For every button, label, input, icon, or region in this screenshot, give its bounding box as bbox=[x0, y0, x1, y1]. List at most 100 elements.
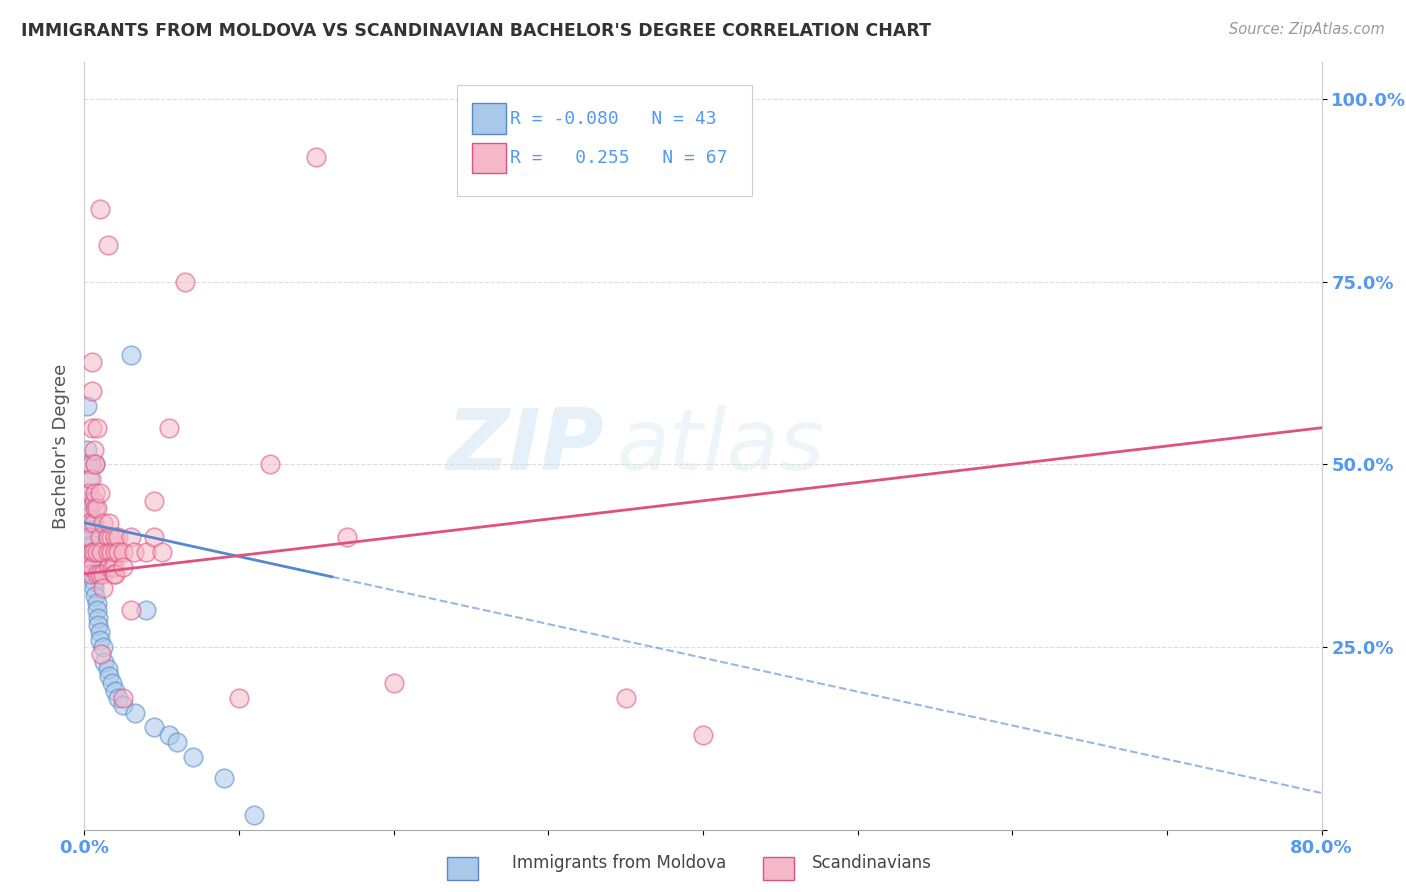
Point bbox=[76, 399, 98, 413]
Point bbox=[305, 150, 328, 164]
Point bbox=[91, 516, 114, 530]
Point bbox=[228, 691, 250, 706]
Point bbox=[82, 559, 104, 574]
Text: R = -0.080   N = 43: R = -0.080 N = 43 bbox=[510, 110, 717, 128]
Point bbox=[76, 457, 98, 471]
Point bbox=[83, 582, 105, 596]
Point bbox=[77, 516, 100, 530]
Point bbox=[77, 486, 100, 500]
Point bbox=[79, 472, 101, 486]
Point bbox=[124, 706, 146, 720]
Point bbox=[79, 523, 101, 537]
Point bbox=[120, 348, 142, 362]
Point bbox=[112, 545, 135, 559]
Point bbox=[98, 669, 121, 683]
Point bbox=[79, 516, 101, 530]
Text: Scandinavians: Scandinavians bbox=[811, 855, 932, 872]
Point bbox=[166, 735, 188, 749]
Point bbox=[692, 728, 714, 742]
Point bbox=[82, 384, 104, 399]
Point bbox=[79, 508, 101, 523]
Point bbox=[101, 676, 124, 690]
Point bbox=[96, 545, 118, 559]
Point bbox=[243, 808, 266, 822]
Point bbox=[86, 501, 108, 516]
Point bbox=[93, 655, 115, 669]
Point bbox=[82, 545, 104, 559]
Point bbox=[86, 545, 108, 559]
Text: R =   0.255   N = 67: R = 0.255 N = 67 bbox=[510, 149, 728, 167]
Point bbox=[120, 603, 142, 617]
Point bbox=[79, 566, 101, 581]
Point bbox=[120, 530, 142, 544]
Point bbox=[98, 559, 121, 574]
Point bbox=[83, 566, 105, 581]
Point bbox=[82, 545, 104, 559]
Point bbox=[90, 647, 112, 661]
Point bbox=[79, 552, 101, 566]
Point bbox=[77, 530, 100, 544]
Point bbox=[87, 610, 110, 624]
Point bbox=[86, 596, 108, 610]
Point bbox=[86, 566, 108, 581]
Point bbox=[107, 545, 129, 559]
Point bbox=[79, 457, 101, 471]
Point bbox=[84, 457, 107, 471]
Point bbox=[212, 772, 235, 786]
Text: Source: ZipAtlas.com: Source: ZipAtlas.com bbox=[1229, 22, 1385, 37]
Text: IMMIGRANTS FROM MOLDOVA VS SCANDINAVIAN BACHELOR'S DEGREE CORRELATION CHART: IMMIGRANTS FROM MOLDOVA VS SCANDINAVIAN … bbox=[21, 22, 931, 40]
Point bbox=[614, 691, 637, 706]
Point bbox=[96, 238, 118, 252]
Point bbox=[76, 442, 98, 457]
Point bbox=[181, 749, 204, 764]
Point bbox=[103, 566, 125, 581]
Point bbox=[84, 501, 107, 516]
Point bbox=[100, 530, 122, 544]
Point bbox=[96, 530, 118, 544]
Point bbox=[107, 691, 129, 706]
Point bbox=[382, 676, 405, 690]
Point bbox=[122, 545, 145, 559]
Point bbox=[89, 566, 111, 581]
Point bbox=[104, 683, 127, 698]
Point bbox=[77, 501, 100, 516]
Point bbox=[82, 559, 104, 574]
Point bbox=[89, 486, 111, 500]
Point bbox=[174, 275, 197, 289]
Point bbox=[90, 545, 112, 559]
Text: atlas: atlas bbox=[616, 404, 824, 488]
Point bbox=[259, 457, 281, 471]
Point bbox=[89, 530, 111, 544]
Point bbox=[82, 355, 104, 369]
Point bbox=[104, 566, 127, 581]
Point bbox=[82, 421, 104, 435]
Point bbox=[82, 538, 104, 552]
Point bbox=[84, 486, 107, 500]
Y-axis label: Bachelor's Degree: Bachelor's Degree bbox=[52, 363, 70, 529]
Point bbox=[89, 632, 111, 647]
Point bbox=[84, 589, 107, 603]
Point bbox=[98, 516, 121, 530]
Point bbox=[89, 202, 111, 216]
Point bbox=[82, 552, 104, 566]
Point bbox=[150, 545, 173, 559]
Point bbox=[83, 545, 105, 559]
Point bbox=[159, 421, 180, 435]
Point bbox=[103, 559, 125, 574]
Point bbox=[91, 582, 114, 596]
Point bbox=[89, 625, 111, 640]
Point bbox=[86, 603, 108, 617]
Point bbox=[77, 472, 100, 486]
Point bbox=[143, 530, 166, 544]
Point bbox=[112, 691, 135, 706]
Point bbox=[104, 530, 127, 544]
Point bbox=[336, 530, 359, 544]
Point bbox=[107, 530, 129, 544]
Point bbox=[86, 421, 108, 435]
Point bbox=[96, 662, 118, 676]
Point bbox=[83, 516, 105, 530]
Text: ZIP: ZIP bbox=[446, 404, 605, 488]
Point bbox=[100, 545, 122, 559]
Point bbox=[83, 574, 105, 589]
Point bbox=[143, 493, 166, 508]
